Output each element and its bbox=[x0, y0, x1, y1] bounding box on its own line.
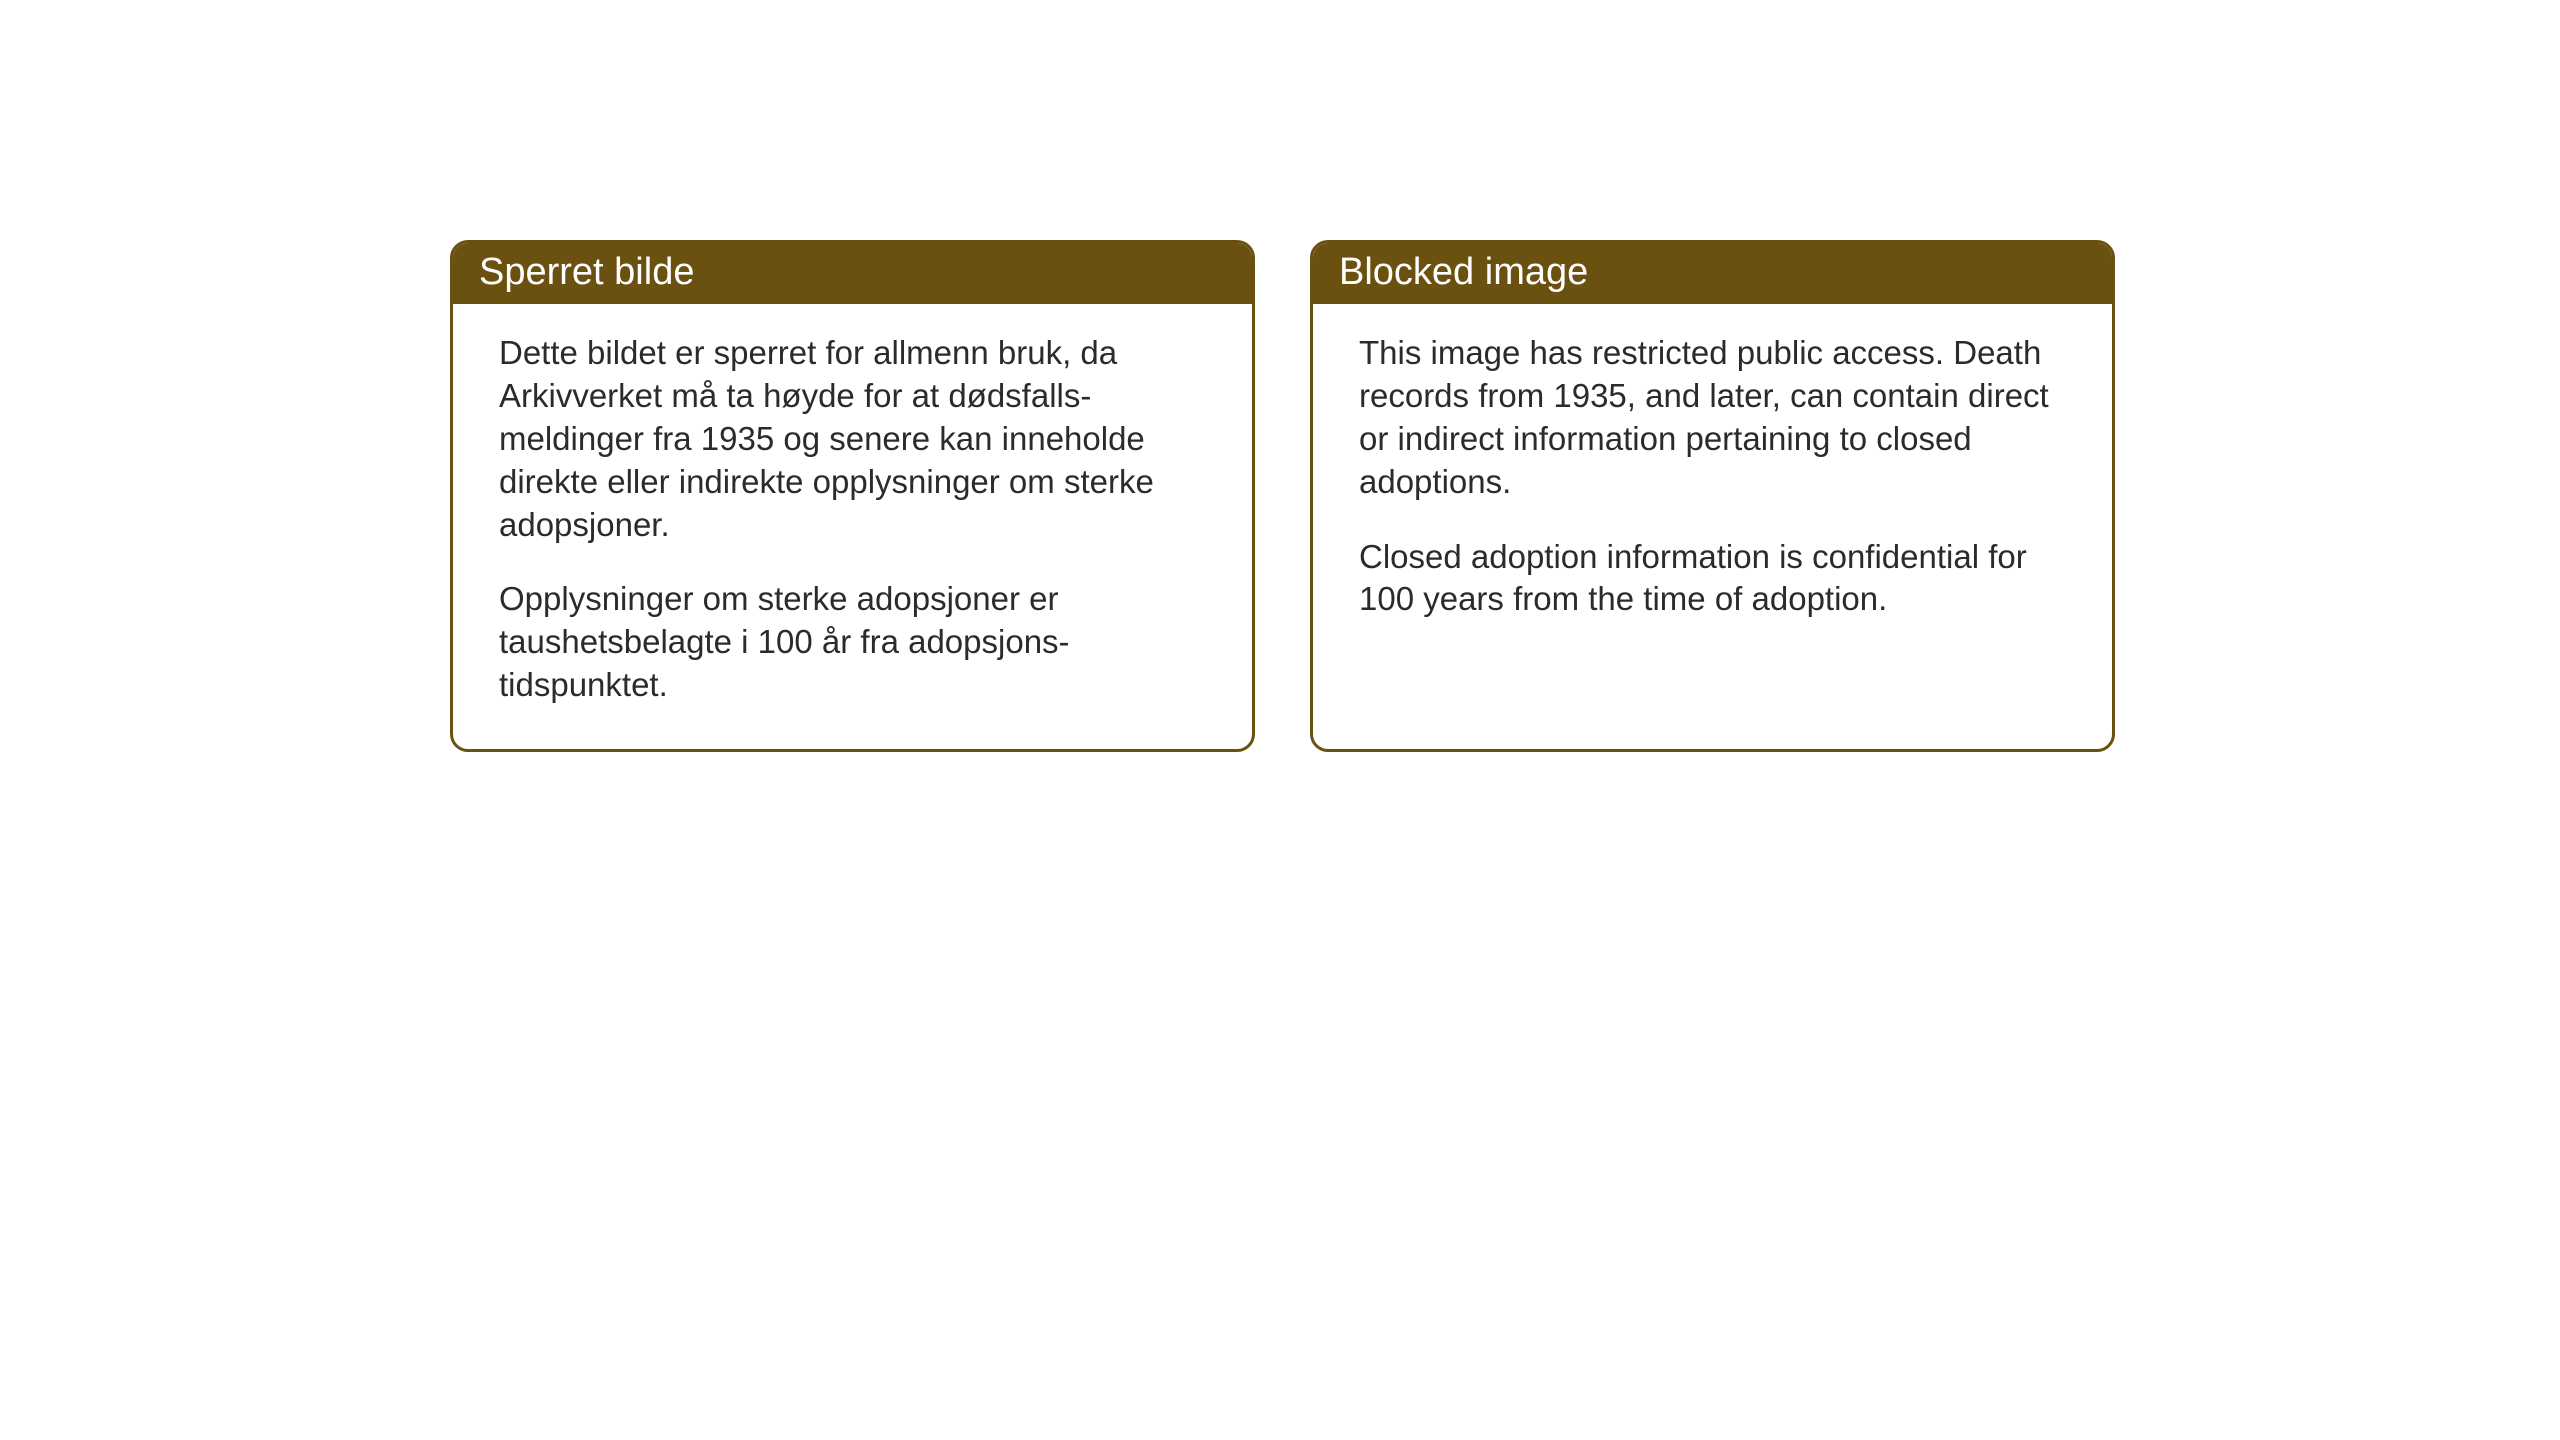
notice-paragraph-2-norwegian: Opplysninger om sterke adopsjoner er tau… bbox=[499, 578, 1206, 707]
notice-body-norwegian: Dette bildet er sperret for allmenn bruk… bbox=[453, 304, 1252, 747]
notice-card-norwegian: Sperret bilde Dette bildet er sperret fo… bbox=[450, 240, 1255, 752]
notice-body-english: This image has restricted public access.… bbox=[1313, 304, 2112, 661]
notice-paragraph-1-norwegian: Dette bildet er sperret for allmenn bruk… bbox=[499, 332, 1206, 546]
notice-card-english: Blocked image This image has restricted … bbox=[1310, 240, 2115, 752]
notice-paragraph-1-english: This image has restricted public access.… bbox=[1359, 332, 2066, 504]
notice-title-english: Blocked image bbox=[1313, 243, 2112, 304]
notice-title-norwegian: Sperret bilde bbox=[453, 243, 1252, 304]
notice-container: Sperret bilde Dette bildet er sperret fo… bbox=[450, 240, 2115, 752]
notice-paragraph-2-english: Closed adoption information is confident… bbox=[1359, 536, 2066, 622]
